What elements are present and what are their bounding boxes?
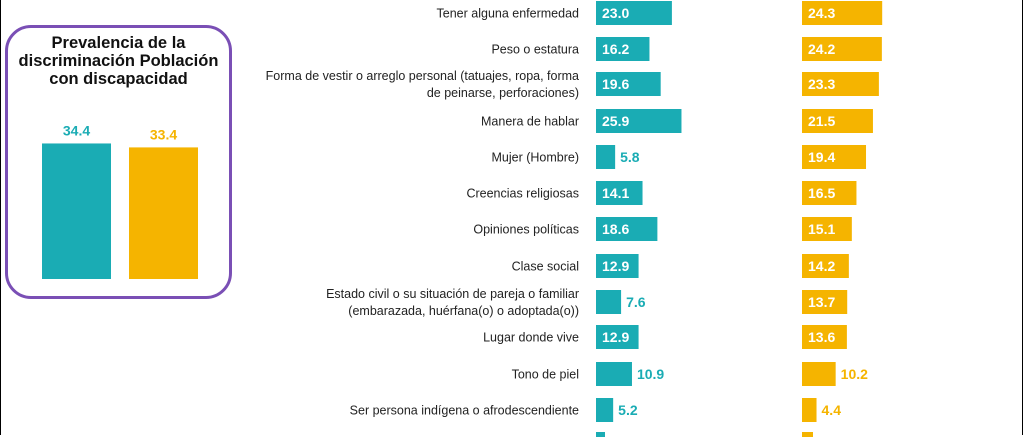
category-label-line: Forma de vestir o arreglo personal (tatu… (266, 69, 579, 83)
data-label: 25.9 (602, 113, 629, 129)
series-2-bar (802, 432, 813, 437)
category-label-line: Peso o estatura (491, 43, 579, 57)
series-1-bar (596, 362, 632, 386)
series-1-bar (596, 432, 605, 437)
category-label: Tono de piel (512, 368, 579, 382)
data-label: 10.9 (637, 366, 664, 382)
series-1-bar (596, 109, 682, 133)
category-label-line: Mujer (Hombre) (491, 151, 579, 165)
category-label-line: Creencias religiosas (466, 187, 579, 201)
series-2-bar (802, 37, 882, 61)
data-label: 10.2 (841, 366, 868, 382)
category-label-line: Manera de hablar (481, 115, 579, 129)
data-label: 16.2 (602, 41, 629, 57)
category-label-line: de peinarse, perforaciones) (427, 86, 579, 100)
series-2-bar (802, 362, 836, 386)
category-label-line: Clase social (512, 260, 579, 274)
series-2-bar (802, 325, 847, 349)
series-2-bar (802, 398, 817, 422)
category-label: Mujer (Hombre) (491, 151, 579, 165)
category-label-line: Estado civil o su situación de pareja o … (326, 287, 579, 301)
data-label: 7.6 (626, 294, 646, 310)
series-1-bar (596, 217, 658, 241)
category-label: Forma de vestir o arreglo personal (tatu… (266, 69, 579, 100)
data-label: 15.1 (808, 221, 835, 237)
category-label-line: Lugar donde vive (483, 331, 579, 345)
data-label: 4.4 (822, 402, 842, 418)
series-1-bar (596, 72, 661, 96)
category-label-line: Tener alguna enfermedad (437, 7, 580, 21)
data-label: 23.0 (602, 5, 629, 21)
data-label: 13.6 (808, 329, 835, 345)
series-2-bar (802, 109, 873, 133)
category-label: Estado civil o su situación de pareja o … (326, 287, 579, 318)
series-1-bar (596, 290, 622, 314)
data-label: 18.6 (602, 221, 629, 237)
category-label: Creencias religiosas (466, 187, 579, 201)
inset-series-1-bar (42, 143, 111, 279)
inset-series-2-bar (129, 147, 198, 279)
data-label: 16.5 (808, 185, 835, 201)
category-label: Ser persona indígena o afrodescendiente (350, 404, 579, 418)
series-1-bar (596, 1, 672, 25)
category-label-line: Tono de piel (512, 368, 579, 382)
data-label: 21.5 (808, 113, 835, 129)
category-label: Peso o estatura (491, 43, 579, 57)
category-label: Opiniones políticas (473, 223, 579, 237)
series-1-bar (596, 181, 643, 205)
data-label: 23.3 (808, 76, 835, 92)
series-2-bar (802, 72, 879, 96)
data-label: 19.4 (808, 149, 835, 165)
category-label: Lugar donde vive (483, 331, 579, 345)
data-label: 14.2 (808, 258, 835, 274)
inset-data-label: 33.4 (150, 126, 177, 142)
series-1-bar (596, 398, 614, 422)
series-1-bar (596, 145, 616, 169)
series-2-bar (802, 145, 867, 169)
data-label: 5.8 (620, 149, 640, 165)
series-2-bar (802, 1, 883, 25)
data-label: 24.2 (808, 41, 835, 57)
category-label-line: (embarazada, huérfana(o) o adoptada(o)) (348, 304, 579, 318)
data-label: 12.9 (602, 329, 629, 345)
series-2-bar (802, 181, 857, 205)
data-label: 14.1 (602, 185, 629, 201)
category-label-line: Ser persona indígena o afrodescendiente (350, 404, 579, 418)
data-label: 12.9 (602, 258, 629, 274)
data-label: 13.7 (808, 294, 835, 310)
category-label: Tener alguna enfermedad (437, 7, 580, 21)
inset-chart-panel: Prevalencia de la discriminación Poblaci… (5, 25, 232, 299)
inset-data-label: 34.4 (63, 122, 90, 138)
data-label: 19.6 (602, 76, 629, 92)
series-2-bar (802, 254, 849, 278)
category-label-line: Opiniones políticas (473, 223, 579, 237)
series-2-bar (802, 217, 852, 241)
category-label: Manera de hablar (481, 115, 579, 129)
series-1-bar (596, 37, 650, 61)
data-label: 24.3 (808, 5, 835, 21)
inset-chart-title: Prevalencia de la discriminación Poblaci… (18, 34, 219, 88)
data-label: 5.2 (618, 402, 638, 418)
category-label: Clase social (512, 260, 579, 274)
series-2-bar (802, 290, 848, 314)
inset-bar-chart: 34.4 33.4 (42, 122, 198, 279)
series-1-bar (596, 325, 639, 349)
series-1-bar (596, 254, 639, 278)
